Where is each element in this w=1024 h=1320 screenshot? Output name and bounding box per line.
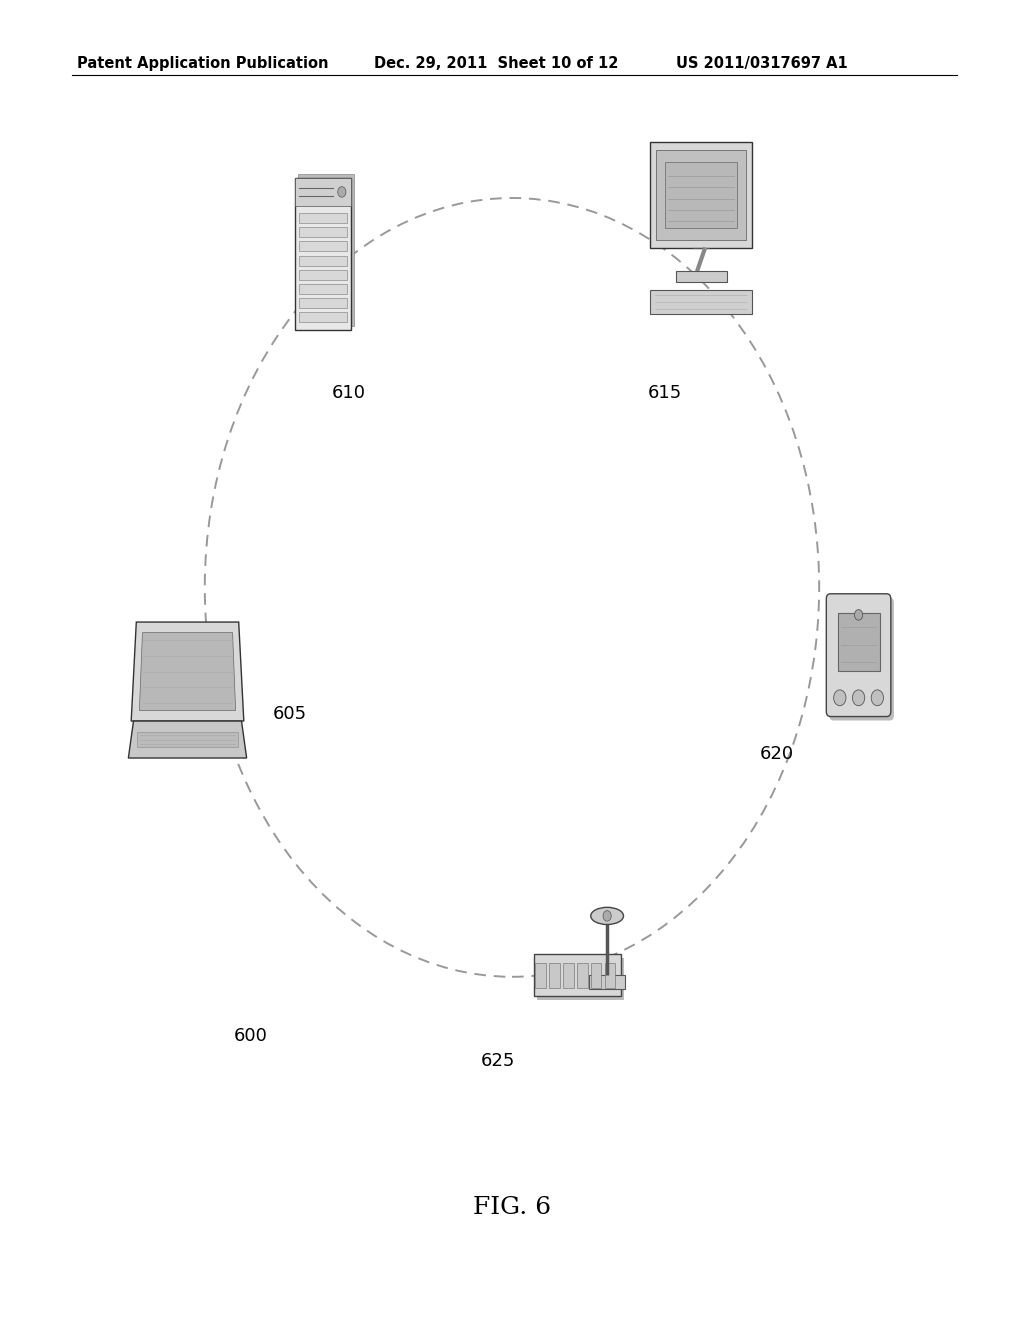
FancyBboxPatch shape [299, 298, 347, 309]
Text: US 2011/0317697 A1: US 2011/0317697 A1 [676, 55, 848, 71]
Text: Dec. 29, 2011  Sheet 10 of 12: Dec. 29, 2011 Sheet 10 of 12 [374, 55, 618, 71]
FancyBboxPatch shape [826, 594, 891, 717]
FancyBboxPatch shape [589, 975, 625, 989]
FancyBboxPatch shape [299, 284, 347, 294]
FancyBboxPatch shape [666, 162, 737, 228]
FancyBboxPatch shape [295, 178, 351, 330]
FancyBboxPatch shape [676, 272, 727, 282]
Text: 615: 615 [648, 384, 682, 401]
FancyBboxPatch shape [298, 174, 354, 326]
Polygon shape [128, 721, 247, 758]
Circle shape [338, 186, 346, 197]
FancyBboxPatch shape [537, 958, 624, 1001]
Circle shape [603, 911, 611, 921]
Circle shape [852, 690, 864, 706]
Text: 620: 620 [760, 746, 794, 763]
Polygon shape [131, 622, 244, 721]
FancyBboxPatch shape [136, 731, 239, 747]
FancyBboxPatch shape [299, 213, 347, 223]
FancyBboxPatch shape [534, 954, 621, 997]
FancyBboxPatch shape [550, 962, 560, 987]
FancyBboxPatch shape [591, 962, 601, 987]
Circle shape [871, 690, 884, 706]
FancyBboxPatch shape [536, 962, 546, 987]
Text: 625: 625 [480, 1052, 515, 1071]
FancyBboxPatch shape [838, 612, 880, 671]
FancyBboxPatch shape [295, 178, 351, 206]
Text: 600: 600 [233, 1027, 268, 1045]
Text: 605: 605 [272, 705, 307, 723]
Polygon shape [139, 632, 236, 710]
Circle shape [854, 610, 862, 620]
Text: FIG. 6: FIG. 6 [473, 1196, 551, 1220]
FancyBboxPatch shape [656, 150, 746, 240]
FancyBboxPatch shape [650, 143, 753, 248]
FancyBboxPatch shape [299, 227, 347, 238]
FancyBboxPatch shape [299, 242, 347, 251]
FancyBboxPatch shape [299, 269, 347, 280]
FancyBboxPatch shape [829, 598, 894, 721]
Text: Patent Application Publication: Patent Application Publication [77, 55, 329, 71]
FancyBboxPatch shape [650, 290, 753, 314]
Text: 610: 610 [332, 384, 366, 401]
FancyBboxPatch shape [605, 962, 615, 987]
FancyBboxPatch shape [563, 962, 573, 987]
Circle shape [834, 690, 846, 706]
FancyBboxPatch shape [578, 962, 588, 987]
FancyBboxPatch shape [299, 256, 347, 265]
Ellipse shape [591, 907, 624, 924]
FancyBboxPatch shape [299, 313, 347, 322]
